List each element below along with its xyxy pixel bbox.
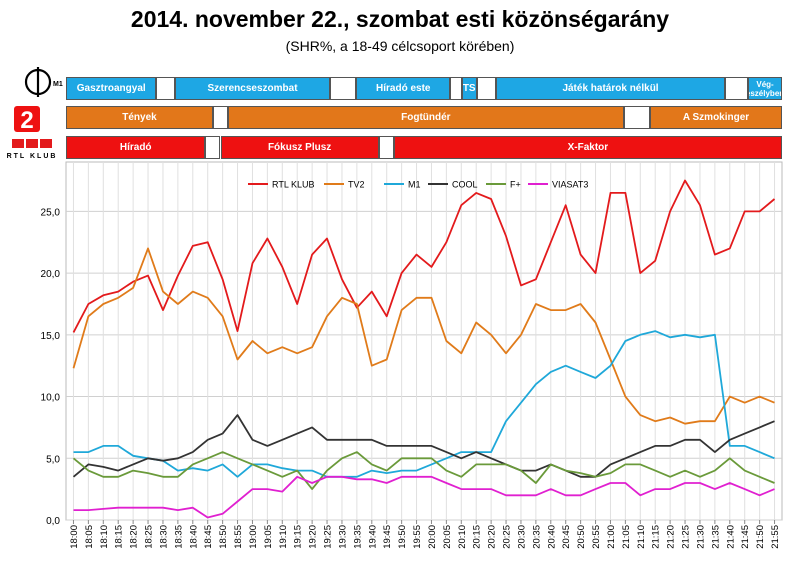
rtl-klub-logo-text: RTL KLUB — [7, 153, 58, 160]
x-tick-label: 20:20 — [487, 525, 498, 549]
x-tick-label: 21:35 — [710, 525, 721, 549]
m1-program-1 — [156, 77, 176, 100]
x-tick-label: 20:30 — [516, 525, 527, 549]
x-tick-label: 18:35 — [173, 525, 184, 549]
y-tick-label: 15,0 — [41, 331, 61, 342]
rtl-program-4: X-Faktor — [393, 136, 782, 159]
x-tick-label: 20:05 — [442, 525, 453, 549]
series-line-m1 — [73, 330, 775, 478]
x-tick-label: 20:10 — [457, 525, 468, 549]
m1-program-7 — [476, 77, 496, 100]
legend-label: VIASAT3 — [552, 180, 588, 190]
x-tick-label: 18:15 — [114, 525, 125, 549]
x-tick-label: 20:40 — [546, 525, 557, 549]
x-tick-label: 21:25 — [681, 525, 692, 549]
x-tick-label: 19:50 — [397, 525, 408, 549]
m1-program-6: TS — [461, 77, 477, 100]
series-line-cool — [72, 414, 775, 478]
x-tick-label: 21:55 — [770, 525, 781, 549]
rtl-program-3 — [378, 136, 394, 159]
x-tick-label: 19:55 — [412, 525, 423, 549]
x-tick-label: 21:15 — [651, 525, 662, 549]
legend-label: RTL KLUB — [272, 180, 315, 190]
x-tick-label: 19:35 — [352, 525, 363, 549]
m1-logo: M1 — [6, 66, 64, 102]
m1-program-5 — [450, 77, 462, 100]
x-tick-label: 18:00 — [69, 525, 80, 549]
tv2-program-2: Fogtündér — [228, 106, 624, 129]
legend-label: F+ — [510, 180, 521, 190]
x-tick-label: 21:20 — [666, 525, 677, 549]
tv2-program-0: Tények — [66, 106, 213, 129]
y-tick-label: 25,0 — [41, 207, 61, 218]
x-tick-label: 21:30 — [695, 525, 706, 549]
rtl-program-1 — [205, 136, 221, 159]
x-tick-label: 21:10 — [636, 525, 647, 549]
y-tick-label: 10,0 — [41, 393, 61, 404]
x-tick-label: 20:25 — [502, 525, 513, 549]
x-tick-label: 20:15 — [472, 525, 483, 549]
x-tick-label: 20:45 — [561, 525, 572, 549]
legend-label: COOL — [452, 180, 478, 190]
plot-area — [65, 161, 783, 521]
x-tick-label: 21:05 — [621, 525, 632, 549]
x-tick-label: 20:50 — [576, 525, 587, 549]
x-tick-label: 18:50 — [218, 525, 229, 549]
rtl-program-2: Fókusz Plusz — [220, 136, 379, 159]
rtl-klub-logo-icon: RTL KLUB — [7, 139, 58, 160]
x-tick-label: 19:10 — [278, 525, 289, 549]
series-line-f- — [72, 451, 775, 491]
tv2-program-3 — [623, 106, 651, 129]
y-tick-label: 20,0 — [41, 269, 61, 280]
tv2-logo: 2 — [6, 104, 64, 134]
m1-program-8: Játék határok nélkül — [495, 77, 726, 100]
x-tick-label: 18:10 — [99, 525, 110, 549]
rtl-klub-logo: RTL KLUB — [6, 137, 64, 161]
m1-program-9 — [725, 77, 749, 100]
x-tick-label: 21:00 — [606, 525, 617, 549]
x-tick-label: 18:40 — [188, 525, 199, 549]
x-tick-label: 18:25 — [144, 525, 155, 549]
x-tick-label: 18:45 — [203, 525, 214, 549]
x-tick-label: 19:45 — [382, 525, 393, 549]
m1-logo-icon: M1 — [24, 67, 63, 97]
legend-label: TV2 — [348, 180, 365, 190]
x-tick-label: 19:00 — [248, 525, 259, 549]
y-tick-label: 0,0 — [46, 516, 60, 527]
x-tick-label: 19:05 — [263, 525, 274, 549]
m1-logo-text: M1 — [53, 81, 63, 88]
m1-program-3 — [329, 77, 357, 100]
x-tick-label: 21:45 — [740, 525, 751, 549]
x-tick-label: 19:15 — [293, 525, 304, 549]
x-tick-label: 20:00 — [427, 525, 438, 549]
x-tick-label: 20:35 — [531, 525, 542, 549]
m1-program-0: Gasztroangyal — [66, 77, 157, 100]
series-line-rtl-klub — [72, 179, 776, 333]
x-tick-label: 20:55 — [591, 525, 602, 549]
y-tick-label: 5,0 — [46, 454, 60, 465]
x-tick-label: 18:30 — [158, 525, 169, 549]
chart-title: 2014. november 22., szombat esti közönsé… — [130, 6, 670, 32]
x-tick-label: 19:25 — [323, 525, 334, 549]
tv2-logo-text: 2 — [20, 107, 33, 134]
series-line-viasat3 — [73, 475, 775, 519]
m1-program-10: Vég- eszélyben — [748, 77, 782, 100]
chart-subtitle: (SHR%, a 18-49 célcsoport körében) — [285, 38, 515, 54]
x-tick-label: 18:05 — [84, 525, 95, 549]
x-tick-label: 21:40 — [725, 525, 736, 549]
m1-program-4: Híradó este — [356, 77, 451, 100]
rtl-program-0: Híradó — [66, 136, 206, 159]
x-tick-label: 19:30 — [337, 525, 348, 549]
x-tick-label: 19:40 — [367, 525, 378, 549]
series-line-tv2 — [72, 247, 775, 425]
legend-label: M1 — [408, 180, 421, 190]
m1-program-2: Szerencseszombat — [175, 77, 330, 100]
x-tick-label: 18:20 — [129, 525, 140, 549]
x-tick-label: 21:50 — [755, 525, 766, 549]
tv2-logo-icon: 2 — [14, 106, 40, 134]
x-tick-label: 19:20 — [308, 525, 319, 549]
x-tick-label: 18:55 — [233, 525, 244, 549]
tv2-program-4: A Szmokinger — [650, 106, 782, 129]
tv2-program-1 — [212, 106, 229, 129]
